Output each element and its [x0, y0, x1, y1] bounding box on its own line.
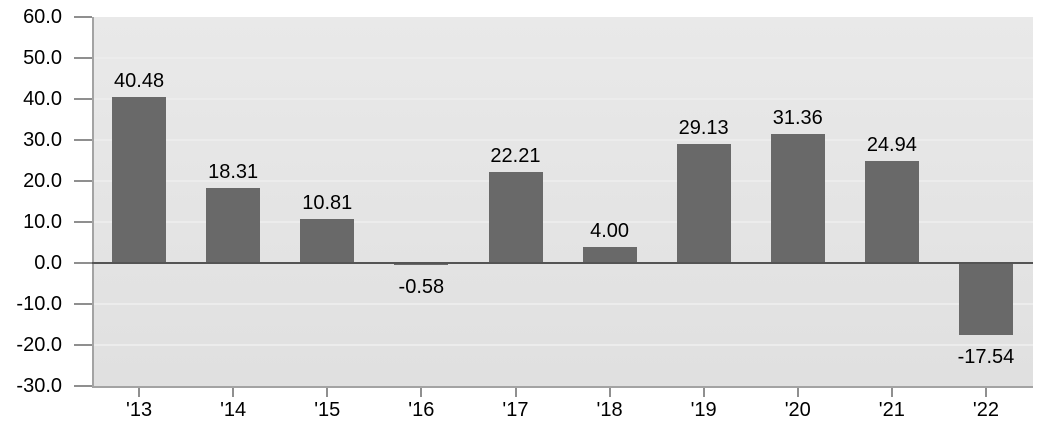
x-axis-tick — [232, 386, 235, 397]
x-axis-tick — [796, 386, 799, 397]
value-label: 31.36 — [772, 107, 823, 130]
x-axis-tick — [984, 386, 987, 397]
gridline — [94, 57, 1033, 59]
zero-line — [92, 262, 1033, 264]
x-axis-label: '13 — [126, 399, 153, 421]
gridline — [94, 98, 1033, 100]
y-axis-tick — [74, 385, 92, 387]
y-axis-label: 20.0 — [23, 170, 62, 192]
y-axis-label: 60.0 — [23, 6, 62, 28]
y-axis-tick — [74, 16, 92, 18]
bar-17 — [488, 171, 543, 263]
bar-22 — [958, 263, 1013, 335]
bar-13 — [112, 97, 167, 263]
y-axis-tick — [74, 262, 92, 264]
bar-15 — [300, 218, 355, 263]
y-axis-label: 0.0 — [34, 252, 62, 274]
gridline — [94, 344, 1033, 346]
y-axis-tick — [74, 344, 92, 346]
x-axis-label: '15 — [314, 399, 341, 421]
x-axis-label: '14 — [220, 399, 247, 421]
value-label: 40.48 — [114, 70, 165, 92]
y-axis-tick — [74, 221, 92, 223]
bar-21 — [864, 160, 919, 263]
value-label: 22.21 — [490, 144, 541, 167]
x-axis-label: '20 — [784, 399, 811, 421]
gridline — [94, 139, 1033, 141]
y-axis-tick — [74, 303, 92, 305]
x-axis-tick — [608, 386, 611, 397]
y-axis-label: 40.0 — [23, 88, 62, 110]
bar-16 — [394, 263, 449, 266]
bar-20 — [770, 134, 825, 263]
gridline — [94, 221, 1033, 223]
value-label: -17.54 — [957, 345, 1015, 368]
value-label: 18.31 — [208, 160, 259, 183]
y-axis-label: 10.0 — [23, 211, 62, 233]
x-axis-label: '22 — [972, 399, 999, 421]
x-axis-label: '16 — [408, 399, 435, 421]
y-axis-tick — [74, 98, 92, 100]
value-label: 24.94 — [866, 133, 917, 156]
x-axis-tick — [702, 386, 705, 397]
y-axis-tick — [74, 180, 92, 182]
y-axis-label: 50.0 — [23, 47, 62, 69]
bar-19 — [676, 143, 731, 263]
value-label: 29.13 — [678, 116, 729, 139]
x-axis-label: '21 — [878, 399, 905, 421]
y-axis-line — [92, 17, 94, 388]
gridline — [94, 180, 1033, 182]
x-axis-tick — [138, 386, 141, 397]
gridline — [94, 303, 1033, 305]
value-label: 10.81 — [302, 191, 353, 214]
y-axis-label: 30.0 — [23, 129, 62, 151]
y-axis-label: -30.0 — [16, 375, 62, 397]
x-axis-label: '19 — [690, 399, 717, 421]
y-axis-tick — [74, 57, 92, 59]
x-axis-label: '17 — [502, 399, 529, 421]
x-axis-tick — [514, 386, 517, 397]
x-axis-tick — [326, 386, 329, 397]
value-label: -0.58 — [398, 276, 445, 299]
value-label: 4.00 — [590, 219, 630, 242]
y-axis-label: -20.0 — [16, 334, 62, 356]
y-axis-tick — [74, 139, 92, 141]
x-axis-label: '18 — [596, 399, 623, 421]
y-axis-label: -10.0 — [16, 293, 62, 315]
x-axis-tick — [420, 386, 423, 397]
bar-18 — [582, 246, 637, 263]
bar-14 — [206, 187, 261, 263]
x-axis-tick — [890, 386, 893, 397]
x-axis-baseline — [92, 386, 1033, 388]
